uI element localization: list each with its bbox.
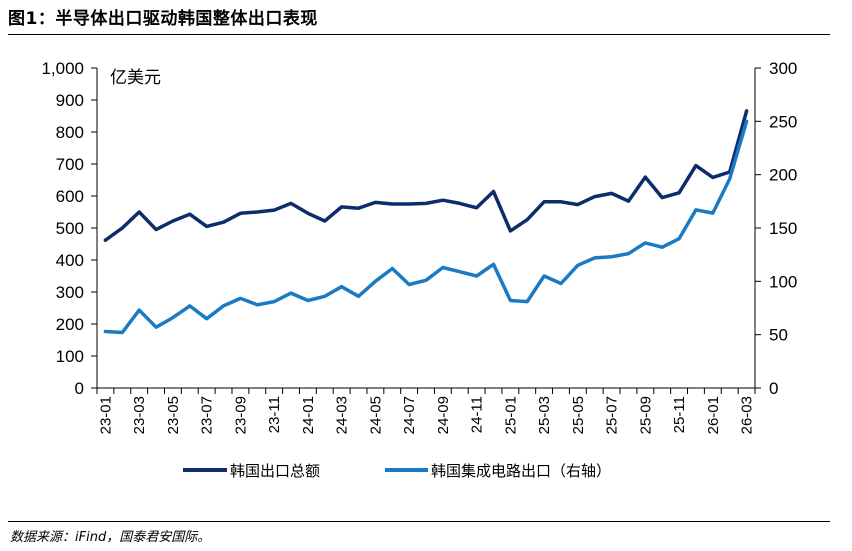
y-left-tick-label: 0	[75, 379, 84, 398]
x-tick-label: 23-01	[97, 396, 114, 434]
y-left-tick-label: 900	[56, 91, 84, 110]
x-tick-label: 25-09	[637, 396, 654, 434]
x-tick-label: 24-05	[367, 396, 384, 434]
x-tick-label: 24-09	[435, 396, 452, 434]
y-right-tick-label: 150	[769, 219, 797, 238]
x-tick-label: 24-01	[300, 396, 317, 434]
x-tick-label: 24-07	[401, 396, 418, 434]
footer-divider	[8, 521, 830, 522]
x-tick-label: 25-11	[671, 396, 688, 433]
x-tick-label: 24-03	[334, 396, 351, 434]
y-left-tick-label: 200	[56, 315, 84, 334]
x-tick-label: 23-11	[266, 396, 283, 433]
y-left-tick-label: 1,000	[41, 59, 84, 78]
y-right-tick-label: 250	[769, 112, 797, 131]
x-tick-label: 23-07	[199, 396, 216, 434]
series-line-ic-exports	[103, 119, 749, 335]
series-lines	[103, 109, 749, 335]
unit-label: 亿美元	[110, 68, 161, 88]
legend-label-ic-exports: 韩国集成电路出口（右轴）	[431, 462, 611, 480]
series-line-total-exports	[103, 109, 749, 242]
line-chart: 0 100 200 300 400 500 600 700 800 900 1,000 0 50 100 1…	[41, 59, 797, 480]
title-divider	[8, 34, 830, 35]
y-left-tick-label: 800	[56, 123, 84, 142]
y-right-tick-label: 0	[769, 379, 778, 398]
x-tick-label: 25-07	[604, 396, 621, 434]
x-tick-label: 23-03	[131, 396, 148, 434]
x-tick-label: 23-05	[165, 396, 182, 434]
y-left-tick-label: 700	[56, 155, 84, 174]
x-tick-label: 25-03	[536, 396, 553, 434]
x-tick-label: 26-03	[739, 396, 756, 434]
y-right-tick-label: 100	[769, 272, 797, 291]
legend: 韩国出口总额 韩国集成电路出口（右轴）	[183, 462, 611, 480]
y-left-tick-label: 300	[56, 283, 84, 302]
y-right-tick-label: 200	[769, 166, 797, 185]
x-tick-label: 24-11	[469, 396, 486, 433]
y-left-tick-label: 400	[56, 251, 84, 270]
y-left-tick-label: 500	[56, 219, 84, 238]
axes: 0 100 200 300 400 500 600 700 800 900 1,000 0 50 100 1…	[41, 59, 797, 434]
x-tick-label: 26-01	[705, 396, 722, 434]
legend-label-total-exports: 韩国出口总额	[230, 462, 320, 480]
y-left-tick-label: 600	[56, 187, 84, 206]
source-note: 数据来源：iFind，国泰君安国际。	[10, 530, 211, 545]
y-right-tick-label: 50	[769, 326, 788, 345]
x-tick-label: 25-01	[502, 396, 519, 434]
x-tick-label: 23-09	[232, 396, 249, 434]
chart-title: 图1：半导体出口驱动韩国整体出口表现	[8, 9, 318, 29]
x-tick-label: 25-05	[570, 396, 587, 434]
y-left-tick-label: 100	[56, 347, 84, 366]
y-right-tick-label: 300	[769, 59, 797, 78]
